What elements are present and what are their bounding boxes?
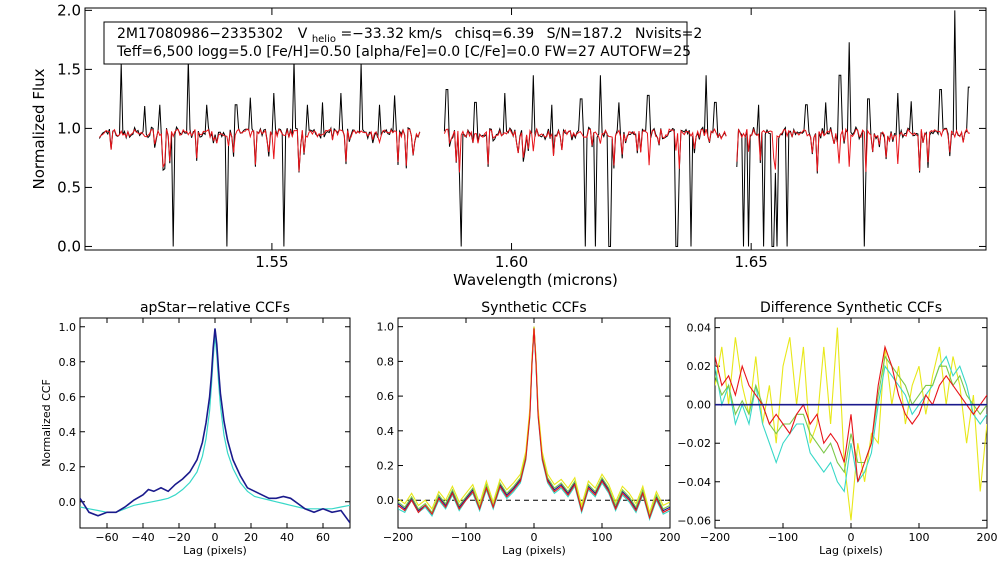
y-tick-label: 0.6 [377, 390, 395, 403]
y-tick-label: −0.04 [677, 476, 711, 489]
y-tick-label: 0.2 [59, 461, 77, 474]
series-line-red [398, 328, 670, 520]
spectrum-annotation: 2M17080986−2335302 V helio =−33.32 km/s … [103, 21, 702, 65]
y-tick-label: 0.2 [377, 460, 395, 473]
series-line-red [715, 344, 987, 482]
y-tick-label: 0.8 [59, 356, 77, 369]
y-tick-label: 0.5 [57, 178, 81, 196]
annotation-box [103, 21, 688, 65]
x-tick-label: −20 [167, 531, 190, 544]
x-tick-label: −100 [451, 531, 481, 544]
series-line-yellow [398, 326, 670, 515]
x-axis-label: Lag (pixels) [183, 544, 247, 557]
y-tick-label: 0.00 [687, 399, 712, 412]
x-tick-label: 1.65 [734, 253, 767, 271]
y-axis-label: Normalized CCF [40, 379, 53, 467]
vhelio-value: =−33.32 km/s [340, 26, 442, 42]
x-tick-label: −100 [768, 531, 798, 544]
x-tick-label: 1.55 [255, 253, 288, 271]
annotation-line-2: Teff=6,500 logg=5.0 [Fe/H]=0.50 [alpha/F… [116, 44, 691, 60]
series-line-green [398, 326, 670, 518]
x-tick-label: 200 [977, 531, 998, 544]
plot-frame [84, 7, 987, 251]
plot-frame [714, 317, 988, 529]
synthetic-spectrum-chip-1 [99, 128, 421, 172]
y-tick-label: 0.0 [57, 237, 81, 255]
x-tick-label: 100 [592, 531, 613, 544]
series-line-navy [398, 326, 670, 520]
vhelio-label: V [298, 26, 308, 42]
x-tick-label: −60 [95, 531, 118, 544]
series-line-visit-1 [80, 328, 350, 524]
y-tick-label: 1.5 [57, 60, 81, 78]
synthetic-ccf-panel: −200 −100 0 100 200 0.0 0.2 0.4 0.6 0.8 1.0 Lag (pi… [377, 300, 681, 557]
apstar-ccf-panel: −60 −40 −20 0 20 40 60 0.0 0.2 0.4 0.6 0.8 1.0 Lag (p… [40, 300, 351, 557]
chisq: chisq=6.39 [455, 26, 535, 42]
y-axis-label: Normalized Flux [30, 68, 48, 189]
x-tick-label: 0 [212, 531, 219, 544]
y-tick-label: 0.4 [59, 426, 77, 439]
panel-title: Difference Synthetic CCFs [760, 300, 942, 316]
y-tick-label: 0.6 [59, 391, 77, 404]
x-tick-label: −40 [131, 531, 154, 544]
x-tick-label: 60 [316, 531, 330, 544]
x-axis-label: Lag (pixels) [502, 544, 566, 557]
x-tick-label: 200 [660, 531, 681, 544]
y-tick-label: 1.0 [57, 119, 81, 137]
x-tick-label: −200 [700, 531, 730, 544]
x-tick-label: 20 [244, 531, 258, 544]
x-axis-label: Lag (pixels) [819, 544, 883, 557]
x-tick-label: 40 [280, 531, 294, 544]
y-tick-label: 1.0 [377, 321, 395, 334]
y-tick-label: −0.06 [677, 514, 711, 527]
x-tick-label: 0 [531, 531, 538, 544]
x-tick-label: 1.60 [495, 253, 528, 271]
spectrum-panel: 1.55 1.60 1.65 0.0 0.5 1.0 1.5 2.0 Wavelength (m… [30, 1, 987, 289]
y-tick-label: 0.0 [377, 494, 395, 507]
synthetic-spectrum-chip-3 [736, 127, 970, 172]
annotation-line-1: 2M17080986−2335302 V helio =−33.32 km/s … [117, 26, 702, 46]
y-tick-label: 0.4 [377, 425, 395, 438]
series-line-visit-2 [80, 335, 350, 513]
y-tick-label: −0.02 [677, 437, 711, 450]
series-line-cyan [715, 355, 987, 493]
y-tick-label: 0.04 [687, 322, 712, 335]
y-tick-label: 0.02 [687, 360, 712, 373]
y-tick-label: 1.0 [59, 321, 77, 334]
x-axis-label: Wavelength (microns) [453, 271, 618, 289]
vhelio-sub: helio [312, 34, 336, 45]
object-id: 2M17080986−2335302 [117, 26, 283, 42]
nvisits: Nvisits=2 [635, 26, 702, 42]
difference-ccf-panel: −200 −100 0 100 200 −0.06 −0.04 −0.02 0.00 0.02 0.… [677, 300, 997, 557]
plot-frame [79, 317, 351, 529]
x-tick-label: 100 [909, 531, 930, 544]
snr: S/N=187.2 [547, 26, 623, 42]
y-tick-label: 0.8 [377, 355, 395, 368]
x-tick-label: 0 [848, 531, 855, 544]
panel-title: Synthetic CCFs [481, 300, 586, 316]
synthetic-spectrum-chip-2 [443, 127, 727, 173]
y-tick-label: 2.0 [57, 1, 81, 19]
observed-spectrum-chip-1 [98, 59, 421, 247]
observed-spectrum-chip-3 [736, 10, 970, 247]
observed-spectrum-chip-2 [443, 75, 727, 247]
panel-title: apStar−relative CCFs [140, 300, 290, 316]
y-tick-label: 0.0 [59, 496, 77, 509]
x-tick-label: −200 [383, 531, 413, 544]
series-line-green [715, 355, 987, 474]
